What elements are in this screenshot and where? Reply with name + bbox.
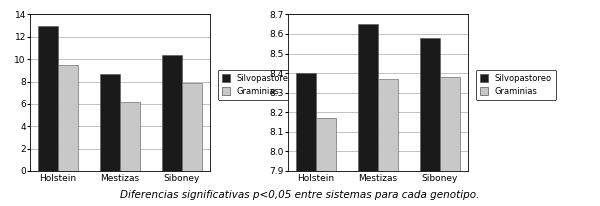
- Text: Diferencias significativas p<0,05 entre sistemas para cada genotipo.: Diferencias significativas p<0,05 entre …: [121, 190, 479, 200]
- Legend: Silvopastoreo, Graminias: Silvopastoreo, Graminias: [476, 70, 556, 100]
- Bar: [58, 65, 78, 171]
- Bar: [378, 79, 398, 206]
- Bar: [358, 24, 378, 206]
- Bar: [120, 102, 140, 171]
- Legend: Silvopastoreo, Graminias: Silvopastoreo, Graminias: [218, 70, 298, 100]
- Bar: [420, 38, 440, 206]
- Bar: [38, 26, 58, 171]
- Bar: [162, 55, 182, 171]
- Bar: [440, 77, 460, 206]
- Bar: [100, 74, 120, 171]
- Bar: [182, 83, 202, 171]
- Bar: [316, 118, 336, 206]
- Bar: [296, 73, 316, 206]
